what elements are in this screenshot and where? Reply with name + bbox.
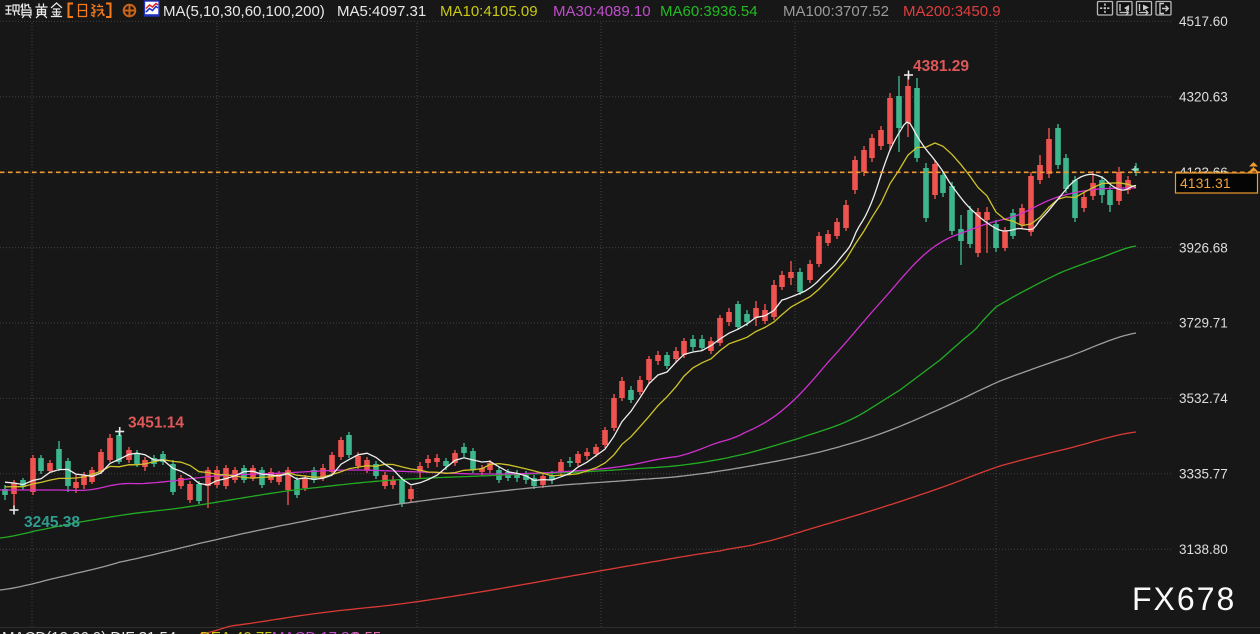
svg-text:MACD:17.86: MACD:17.86 [272, 629, 358, 634]
svg-text:3532.74: 3532.74 [1179, 391, 1228, 406]
svg-text:3729.71: 3729.71 [1179, 316, 1228, 331]
svg-text:MA60:3936.54: MA60:3936.54 [660, 3, 758, 20]
svg-text:4517.60: 4517.60 [1179, 14, 1228, 29]
svg-text:4381.29: 4381.29 [913, 58, 969, 75]
svg-text:FX678: FX678 [1132, 581, 1236, 617]
svg-text:MA200:3450.9: MA200:3450.9 [903, 3, 1001, 20]
svg-text:3138.80: 3138.80 [1179, 542, 1228, 557]
svg-text:MACD(12,26,9) DIF:31.54: MACD(12,26,9) DIF:31.54 [2, 629, 176, 634]
svg-text:MA30:4089.10: MA30:4089.10 [553, 3, 651, 20]
svg-text:4320.63: 4320.63 [1179, 90, 1228, 105]
svg-text:MA100:3707.52: MA100:3707.52 [783, 3, 889, 20]
svg-text:DEA:40.75: DEA:40.75 [200, 629, 273, 634]
svg-text:3451.14: 3451.14 [128, 415, 184, 432]
svg-text:4131.31: 4131.31 [1180, 175, 1231, 191]
svg-text:MA5:4097.31: MA5:4097.31 [337, 3, 426, 20]
svg-text:MA10:4105.09: MA10:4105.09 [440, 3, 538, 20]
svg-text:3245.38: 3245.38 [24, 514, 80, 531]
svg-text:0.55: 0.55 [352, 629, 381, 634]
svg-text:MA(5,10,30,60,100,200): MA(5,10,30,60,100,200) [163, 3, 325, 20]
svg-text:3926.68: 3926.68 [1179, 240, 1228, 255]
svg-text:3335.77: 3335.77 [1179, 467, 1228, 482]
